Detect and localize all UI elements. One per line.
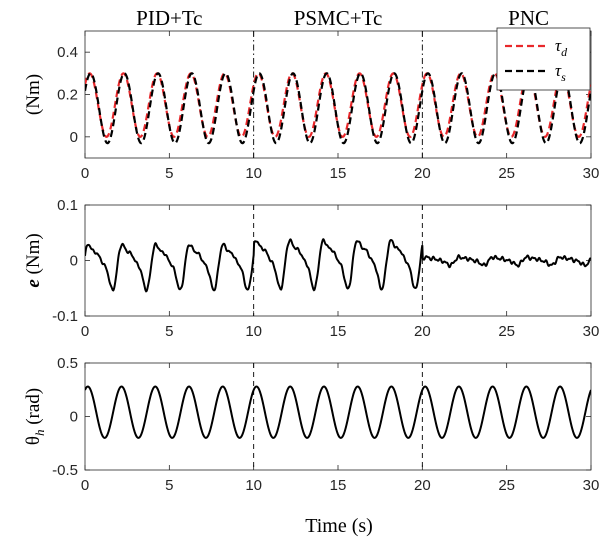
x-axis-label: Time (s) [305, 515, 373, 537]
y-tick-label: -0.5 [52, 462, 78, 479]
legend-entry: τs [555, 61, 566, 84]
section-label: PSMC+Tc [294, 6, 383, 30]
x-tick-label: 30 [583, 477, 600, 494]
x-tick-label: 15 [330, 323, 347, 340]
y-tick-label: 0 [70, 409, 78, 426]
y-axis-label: (Nm) [23, 74, 44, 115]
x-tick-label: 20 [414, 323, 431, 340]
legend-box [496, 27, 591, 91]
y-tick-label: 0.5 [57, 355, 78, 372]
y-axis-label: θh (rad) [23, 388, 47, 445]
x-tick-label: 20 [414, 165, 431, 182]
x-tick-label: 15 [330, 165, 347, 182]
x-tick-label: 10 [245, 323, 262, 340]
x-tick-label: 25 [498, 477, 515, 494]
axes-box [84, 362, 592, 471]
series-line-s [85, 72, 591, 145]
section-label: PID+Tc [136, 6, 202, 30]
panel-3: 0 5 10 15 20 25 30-0.500.5θh (rad) [23, 355, 599, 494]
x-tick-label: 25 [498, 165, 515, 182]
series-line-e [85, 238, 591, 293]
x-tick-label: 25 [498, 323, 515, 340]
section-label: PNC [508, 6, 549, 30]
y-tick-label: 0 [70, 129, 78, 146]
x-tick-label: 30 [583, 323, 600, 340]
y-tick-label: 0.4 [57, 44, 78, 61]
x-tick-label: 5 [165, 323, 173, 340]
y-tick-label: 0.2 [57, 87, 78, 104]
x-tick-label: 0 [81, 477, 89, 494]
y-tick-label: -0.1 [52, 308, 78, 325]
series-line-h [85, 385, 591, 439]
x-tick-label: 15 [330, 477, 347, 494]
x-tick-label: 0 [81, 165, 89, 182]
x-tick-label: 5 [165, 165, 173, 182]
y-tick-label: 0.1 [57, 197, 78, 214]
x-tick-label: 20 [414, 477, 431, 494]
section-labels: PID+Tc PSMC+Tc PNC [136, 6, 549, 30]
x-tick-label: 0 [81, 323, 89, 340]
x-tick-label: 30 [583, 165, 600, 182]
x-tick-label: 5 [165, 477, 173, 494]
panel-2: 0 5 10 15 20 25 30-0.100.1e (Nm) [23, 197, 599, 340]
x-tick-label: 10 [245, 477, 262, 494]
y-tick-label: 0 [70, 253, 78, 270]
x-tick-label: 10 [245, 165, 262, 182]
y-axis-label: e (Nm) [23, 233, 44, 287]
legend-entry: τd [555, 36, 568, 59]
